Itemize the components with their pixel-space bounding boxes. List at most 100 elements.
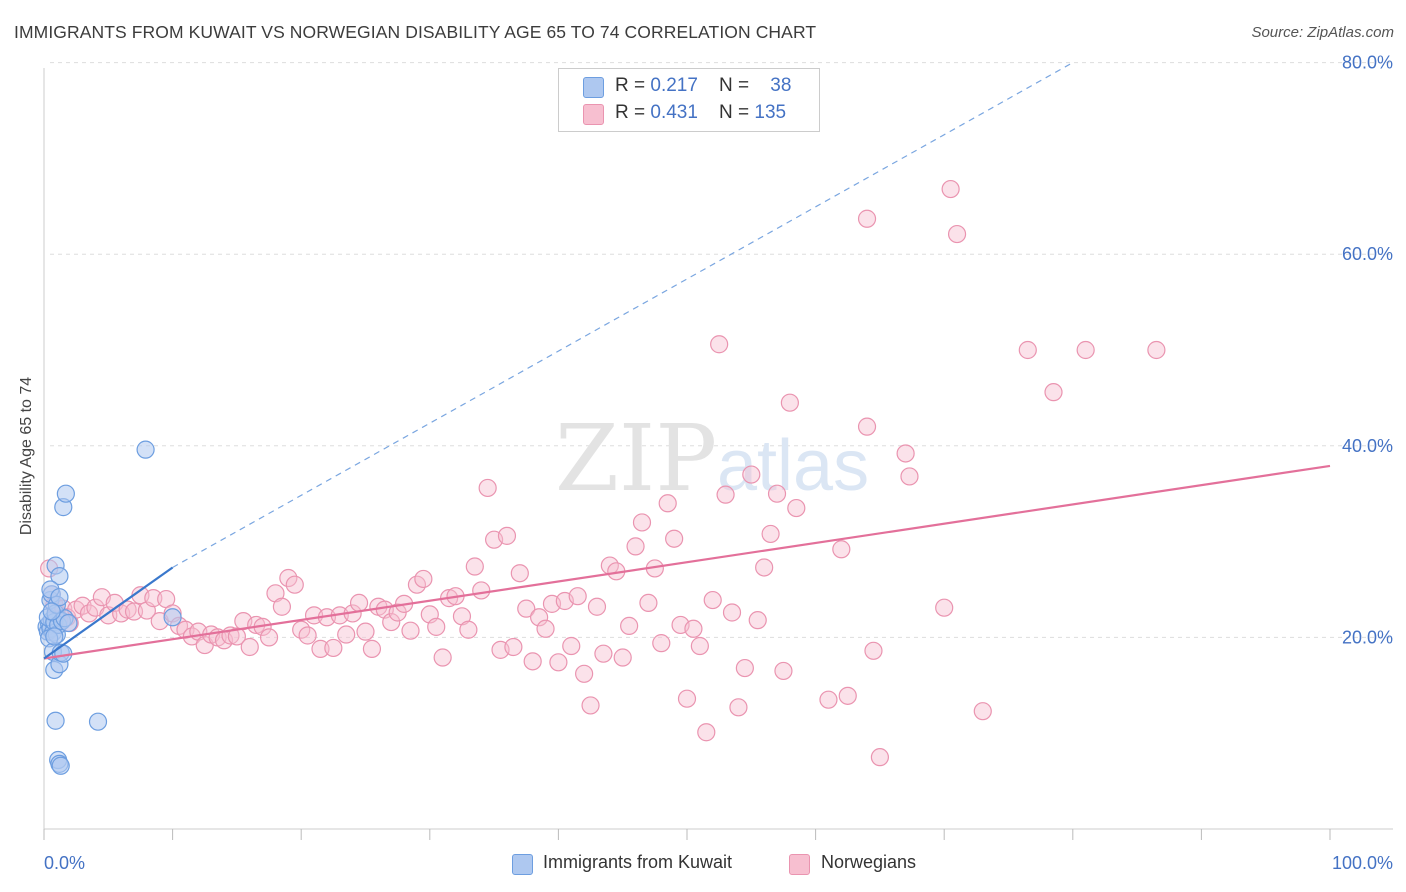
point-norwegians [465, 557, 484, 576]
point-norwegians [896, 444, 915, 463]
point-norwegians [684, 619, 703, 638]
watermark: ZIP atlas [555, 405, 869, 512]
point-kuwait [42, 602, 61, 621]
point-kuwait [50, 566, 69, 586]
point-norwegians [742, 465, 761, 484]
point-norwegians [523, 652, 542, 671]
point-norwegians [1044, 383, 1063, 402]
point-norwegians [767, 484, 787, 503]
point-norwegians [587, 597, 607, 616]
point-norwegians [857, 209, 877, 228]
point-norwegians [536, 619, 555, 638]
point-norwegians [690, 636, 709, 656]
legend-swatch-blue [583, 77, 604, 98]
point-norwegians [652, 634, 671, 653]
trend-kuwait [43, 566, 174, 660]
watermark-zip: ZIP [555, 405, 717, 512]
point-norwegians [665, 529, 684, 548]
point-norwegians [272, 597, 292, 616]
point-norwegians [227, 627, 246, 646]
point-norwegians [838, 686, 857, 705]
legend-n-value: 135 [754, 102, 787, 123]
point-norwegians [697, 723, 716, 742]
legend-swatch-blue [512, 854, 533, 875]
point-kuwait [88, 712, 108, 731]
point-norwegians [941, 179, 960, 199]
legend-n-label: N = [719, 75, 755, 96]
point-norwegians [581, 696, 600, 715]
legend-n-label: N = [719, 102, 755, 123]
point-norwegians [478, 478, 497, 498]
point-norwegians [118, 600, 137, 619]
watermark-atlas: atlas [717, 426, 869, 506]
point-norwegians [497, 526, 517, 545]
point-norwegians [774, 661, 793, 681]
legend: R = 0.217 N = 38 R = 0.431 N = 135 [558, 68, 820, 132]
y-axis-label: Disability Age 65 to 74 [18, 376, 35, 536]
point-kuwait [59, 613, 78, 633]
chart-title: IMMIGRANTS FROM KUWAIT VS NORWEGIAN DISA… [14, 22, 817, 42]
legend-r-label: R = [615, 102, 651, 123]
point-norwegians [703, 590, 722, 610]
point-norwegians [973, 702, 992, 721]
point-norwegians [356, 622, 375, 641]
point-norwegians [900, 467, 919, 486]
y-tick-label: 40.0% [1342, 436, 1393, 456]
point-norwegians [433, 648, 452, 667]
trend-lines [43, 62, 1331, 660]
point-norwegians [1147, 340, 1166, 360]
point-norwegians [259, 628, 279, 647]
point-norwegians [517, 599, 536, 618]
point-norwegians [716, 485, 735, 504]
x-tick-label: 100.0% [1332, 853, 1393, 873]
tick-labels: 20.0% 40.0% 60.0% 80.0% 0.0% 100.0% [44, 53, 1393, 873]
point-kuwait [163, 608, 182, 627]
point-norwegians [530, 608, 549, 627]
point-norwegians [755, 558, 774, 577]
point-norwegians [748, 611, 767, 630]
legend-r-value: 0.217 [650, 75, 698, 96]
point-norwegians [710, 335, 729, 354]
point-norwegians [285, 575, 304, 594]
point-norwegians [459, 620, 478, 639]
point-norwegians [472, 581, 491, 600]
point-norwegians [729, 698, 748, 717]
y-tick-label: 60.0% [1342, 244, 1393, 264]
point-norwegians [510, 564, 529, 583]
trend-kuwait-extension [172, 62, 1074, 568]
bottom-legend-norwegians-label: Norwegians [821, 852, 917, 872]
point-norwegians [639, 593, 658, 613]
point-norwegians [349, 593, 369, 613]
point-norwegians [870, 748, 890, 767]
point-norwegians [504, 637, 523, 657]
point-norwegians [722, 603, 742, 622]
legend-swatch-pink [789, 854, 810, 875]
point-norwegians [594, 644, 613, 663]
point-norwegians [562, 636, 581, 656]
point-norwegians [787, 498, 806, 518]
point-norwegians [144, 589, 163, 608]
point-norwegians [761, 524, 780, 544]
source-label: Source: ZipAtlas.com [1251, 24, 1394, 41]
point-norwegians [362, 639, 382, 658]
y-tick-label: 80.0% [1342, 53, 1393, 73]
legend-r-label: R = [615, 75, 651, 96]
point-norwegians [298, 626, 317, 645]
point-norwegians [864, 641, 883, 660]
point-norwegians [1076, 340, 1095, 360]
point-norwegians [1018, 340, 1037, 360]
point-norwegians [575, 664, 594, 683]
point-norwegians [626, 537, 645, 556]
point-norwegians [947, 224, 967, 244]
point-norwegians [632, 513, 652, 532]
point-kuwait [46, 711, 65, 730]
y-tick-label: 20.0% [1342, 627, 1393, 647]
x-tick-label: 0.0% [44, 853, 85, 873]
bottom-legend-kuwait-label: Immigrants from Kuwait [543, 852, 733, 872]
trend-norwegians [43, 464, 1331, 660]
point-norwegians [240, 637, 259, 657]
point-norwegians [735, 658, 754, 678]
point-norwegians [414, 569, 433, 589]
point-kuwait [51, 756, 70, 775]
